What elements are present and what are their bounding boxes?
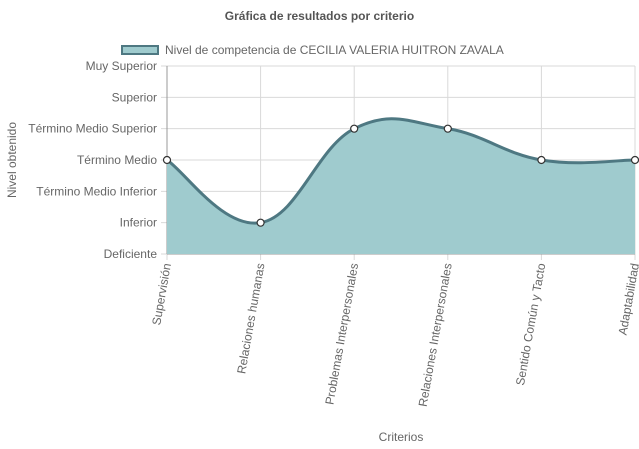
- x-tick-label: Relaciones humanas: [234, 262, 267, 375]
- x-tick-label: Relaciones Interpersonales: [416, 262, 455, 408]
- legend-label: Nivel de competencia de CECILIA VALERIA …: [165, 43, 504, 57]
- y-tick-label: Superior: [112, 90, 157, 104]
- x-axis-title: Criterios: [379, 430, 424, 444]
- y-tick-label: Término Medio Superior: [28, 122, 157, 136]
- data-point[interactable]: [256, 218, 265, 227]
- y-tick-label: Término Medio Inferior: [36, 184, 157, 198]
- x-tick-label: Supervisión: [149, 262, 174, 326]
- x-tick-label: Adaptabilidad: [616, 262, 639, 336]
- data-point[interactable]: [162, 155, 172, 165]
- data-point[interactable]: [443, 124, 452, 133]
- y-tick-label: Inferior: [120, 216, 157, 230]
- data-point[interactable]: [537, 155, 546, 165]
- series-area-fill: [167, 118, 635, 254]
- y-tick-label: Término Medio: [77, 153, 157, 167]
- legend[interactable]: Nivel de competencia de CECILIA VALERIA …: [121, 42, 504, 58]
- x-tick-label: Problemas Interpersonales: [322, 262, 361, 406]
- area-layer: [162, 117, 639, 254]
- chart-title: Gráfica de resultados por criterio: [224, 9, 415, 23]
- y-tick-label: Muy Superior: [86, 59, 157, 73]
- y-axis-title: Nivel obtenido: [5, 122, 19, 198]
- x-tick-label: Sentido Común y Tacto: [513, 262, 548, 387]
- data-point[interactable]: [630, 155, 639, 165]
- y-tick-label: Deficiente: [104, 247, 158, 261]
- data-point[interactable]: [350, 124, 359, 133]
- legend-swatch: [121, 45, 159, 55]
